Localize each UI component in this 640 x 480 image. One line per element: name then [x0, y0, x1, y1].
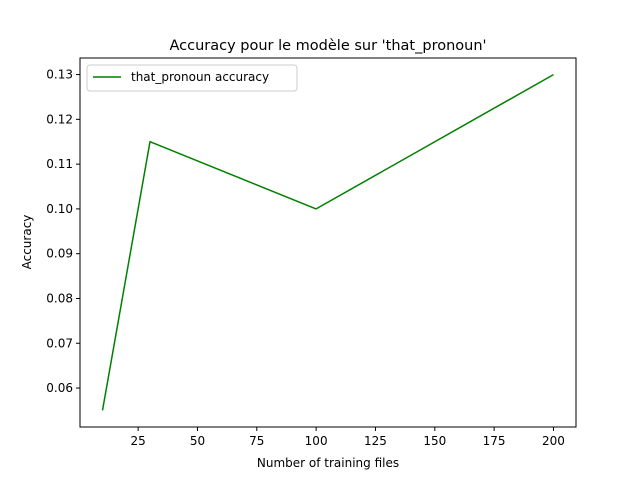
y-tick-label: 0.07 — [46, 336, 73, 350]
legend-frame — [86, 64, 298, 92]
chart-title: Accuracy pour le modèle sur 'that_pronou… — [169, 38, 486, 54]
y-tick-label: 0.06 — [46, 381, 73, 395]
legend: that_pronoun accuracy — [86, 64, 298, 92]
y-tick-label: 0.10 — [46, 202, 73, 216]
series-group — [101, 73, 554, 411]
x-tick-label: 175 — [483, 434, 506, 448]
y-tick-label: 0.11 — [46, 157, 73, 171]
legend-label: that_pronoun accuracy — [131, 70, 269, 84]
x-tick-label: 75 — [249, 434, 264, 448]
x-tick-label: 150 — [423, 434, 446, 448]
x-tick-label: 125 — [364, 434, 387, 448]
series-line-that-pronoun-accuracy — [101, 73, 554, 411]
axes-frame — [79, 57, 577, 428]
plot-area: 25 50 75 100 125 150 175 200 0.060.070.080.090.… — [46, 57, 577, 448]
y-tick-label: 0.12 — [46, 112, 73, 126]
x-tick-label: 25 — [131, 434, 146, 448]
y-tick-label: 0.13 — [46, 68, 73, 82]
x-axis-ticks: 25 50 75 100 125 150 175 200 — [131, 427, 565, 448]
x-tick-label: 50 — [190, 434, 205, 448]
x-tick-label: 200 — [542, 434, 565, 448]
x-tick-label: 100 — [305, 434, 328, 448]
y-axis-label: Accuracy — [20, 215, 34, 270]
y-tick-label: 0.08 — [46, 291, 73, 305]
x-axis-label: Number of training files — [257, 456, 399, 470]
y-axis-ticks: 0.06 0.07 0.08 0.09 0.10 0.11 0.12 0.13 — [46, 68, 80, 395]
y-tick-label: 0.09 — [46, 247, 73, 261]
